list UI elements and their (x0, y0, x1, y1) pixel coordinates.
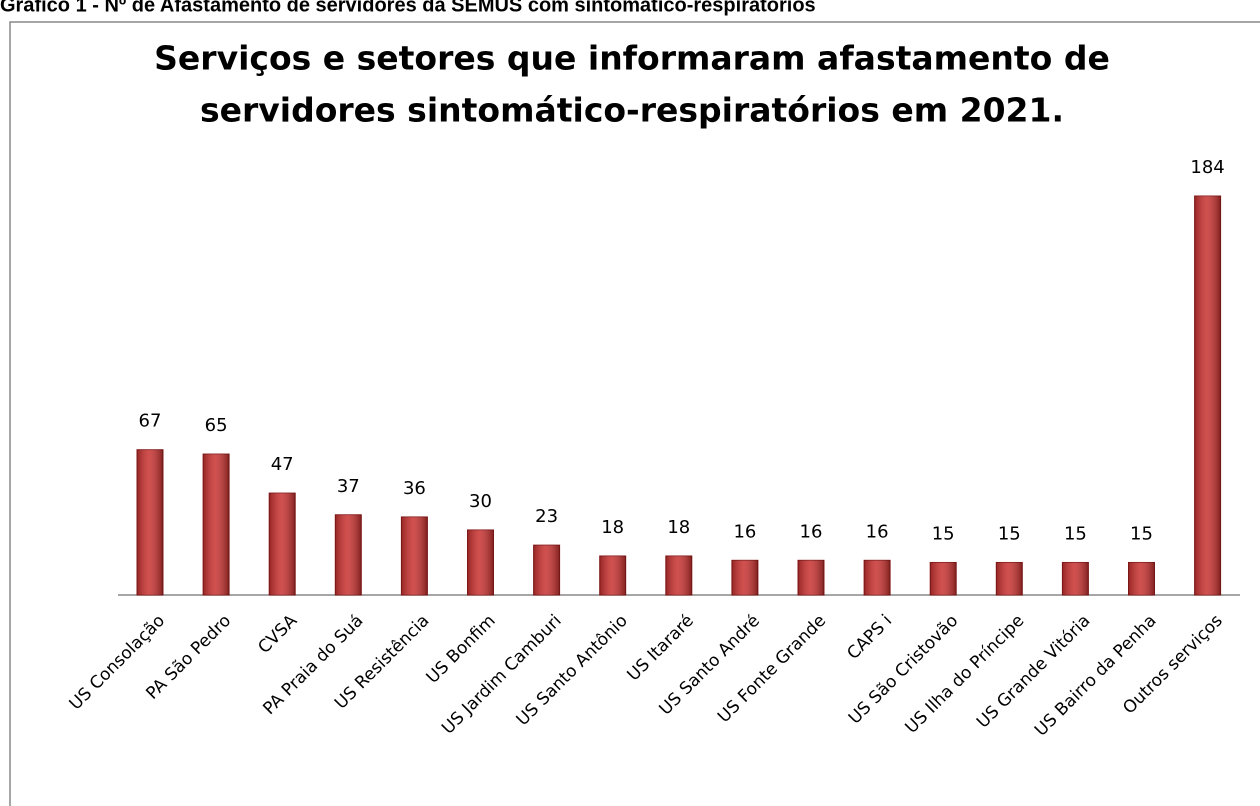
bar-shade (930, 562, 957, 595)
data-label: 16 (866, 521, 889, 542)
bar-shade (269, 493, 296, 595)
x-tick-label: US Santo Antônio (513, 611, 632, 730)
bar-shade (1128, 562, 1155, 595)
bar (1194, 195, 1222, 596)
bar (599, 555, 627, 596)
x-tick-label: US São Cristovão (845, 611, 962, 728)
x-tick-label: US Ilha do Príncipe (902, 611, 1029, 738)
bar-shade (798, 560, 824, 595)
caption: Gráfico 1 - Nº de Afastamento de servido… (0, 0, 816, 16)
bar-shade (1194, 196, 1221, 595)
bar-shade (137, 449, 163, 595)
bar-shade (996, 562, 1023, 595)
bar (731, 559, 759, 596)
bar (863, 559, 891, 596)
chart-title: Serviços e setores que informaram afasta… (154, 39, 1110, 78)
data-label: 36 (403, 478, 426, 499)
x-tick-label: US Grande Vitória (973, 611, 1095, 733)
x-tick-label: CAPS i (843, 611, 896, 664)
bar (1128, 561, 1155, 596)
bar (665, 555, 693, 596)
data-label: 30 (469, 491, 492, 512)
data-label: 47 (271, 454, 294, 475)
x-tick-label: US Bairro da Penha (1031, 611, 1161, 741)
chart-border (9, 21, 1260, 806)
data-label: 15 (1130, 523, 1153, 544)
bar-shade (401, 516, 428, 595)
data-label: 184 (1190, 157, 1224, 178)
bar-shade (864, 560, 891, 595)
bar (268, 492, 296, 596)
bar (1061, 561, 1089, 596)
bar (202, 453, 230, 596)
bar (995, 561, 1023, 596)
x-tick-label: US Jardim Camburi (438, 611, 566, 739)
bar (929, 561, 957, 596)
data-label: 67 (139, 411, 162, 432)
data-label: 37 (337, 476, 360, 497)
bar-shade (203, 454, 230, 595)
bar (136, 449, 164, 596)
data-label: 65 (205, 415, 228, 436)
data-label: 15 (932, 523, 955, 544)
bar-shade (533, 545, 560, 595)
chart-title: servidores sintomático-respiratórios em … (200, 91, 1064, 130)
bar (797, 559, 825, 596)
bar (400, 516, 428, 596)
data-label: 16 (733, 521, 756, 542)
data-label: 15 (1064, 523, 1087, 544)
bar (467, 529, 494, 596)
bar (334, 514, 362, 596)
x-tick-label: CVSA (254, 611, 301, 658)
bar-shade (467, 529, 494, 595)
bar-shade (665, 555, 692, 595)
bar-shade (1062, 562, 1089, 595)
bar-shade (731, 560, 758, 595)
data-label: 23 (535, 506, 558, 527)
data-label: 16 (800, 521, 823, 542)
bar-shade (335, 514, 362, 595)
bar (533, 544, 561, 596)
data-label: 15 (998, 523, 1021, 544)
bar-shade (599, 555, 626, 595)
data-label: 18 (601, 517, 624, 538)
data-label: 18 (667, 517, 690, 538)
